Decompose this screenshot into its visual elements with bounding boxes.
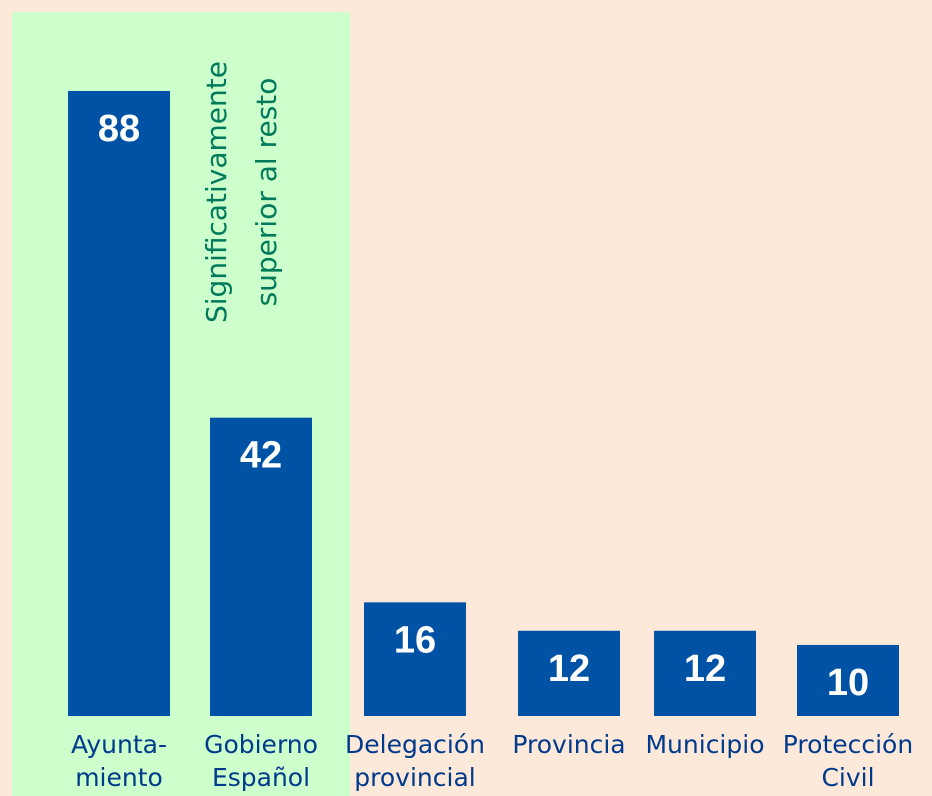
value-label: 12 [684, 648, 726, 690]
x-tick-label: Protección [783, 730, 913, 759]
value-label: 16 [394, 619, 436, 661]
x-tick-label: Delegación [345, 730, 485, 759]
bar [797, 644, 899, 716]
value-label: 12 [548, 648, 590, 690]
x-tick-label: Gobierno [204, 730, 318, 759]
bar [654, 630, 756, 716]
annotation: Significativamente [200, 61, 233, 323]
annotation: superior al resto [250, 78, 283, 307]
x-tick-label: Civil [821, 763, 874, 792]
value-label: 10 [827, 662, 869, 704]
x-tick-label: miento [75, 763, 163, 792]
bar [364, 602, 466, 716]
x-tick-label: Ayunta- [71, 730, 167, 759]
x-tick-label: Español [212, 763, 310, 792]
x-tick-label: Provincia [512, 730, 625, 759]
value-label: 88 [98, 108, 140, 150]
bar [210, 417, 312, 716]
bar [518, 630, 620, 716]
value-label: 42 [240, 435, 282, 477]
x-tick-label: Municipio [645, 730, 764, 759]
x-tick-label: provincial [354, 763, 475, 792]
bar [68, 91, 170, 716]
